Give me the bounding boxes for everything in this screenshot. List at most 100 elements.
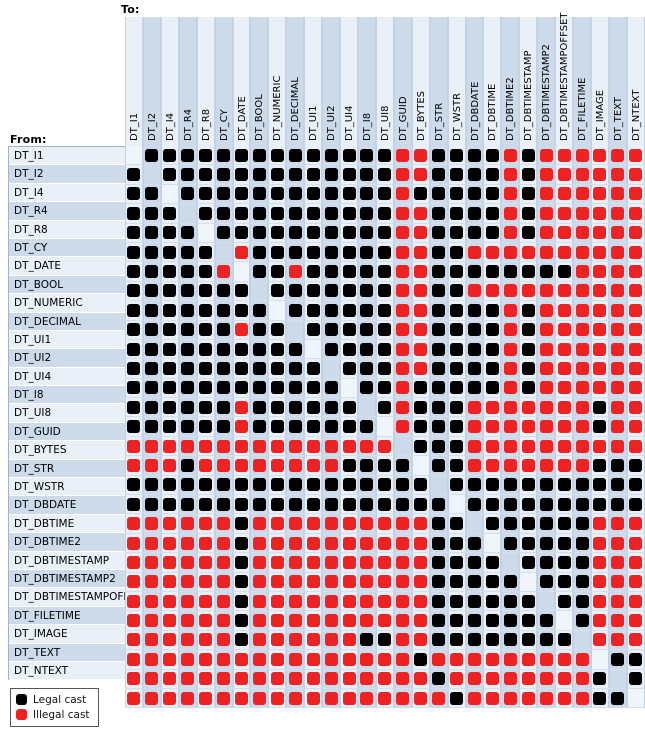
legal-cast-dot-icon (342, 265, 356, 279)
cell-dt-cy-to-dt-guid (393, 242, 412, 263)
cell-dt-filetime-to-dt-r8 (196, 630, 215, 651)
cell-dt-str-to-dt-dbtimestampoffset (555, 475, 574, 496)
cell-dt-guid-to-dt-dbtimestamp (519, 436, 538, 457)
illegal-cast-dot-icon (306, 691, 320, 705)
cell-dt-ui4-to-dt-decimal (286, 378, 305, 399)
cell-dt-dbtimestampoffset-to-dt-decimal (286, 611, 305, 631)
illegal-cast-dot-icon (575, 148, 589, 162)
matrix-row (125, 165, 645, 185)
illegal-cast-dot-icon (163, 633, 177, 647)
legal-cast-dot-icon (288, 381, 302, 395)
illegal-cast-dot-icon (467, 439, 481, 453)
cell-dt-image-to-dt-filetime (573, 650, 591, 670)
cell-dt-numeric-to-dt-decimal (286, 301, 305, 321)
cell-dt-ui1-to-dt-i1 (125, 339, 143, 360)
illegal-cast-dot-icon (503, 381, 517, 395)
cell-dt-image-to-dt-decimal (286, 650, 305, 670)
column-header-label: DT_TEXT (612, 96, 624, 141)
illegal-cast-dot-icon (503, 323, 517, 337)
legal-cast-dot-icon (234, 187, 248, 201)
legal-cast-dot-icon (163, 323, 177, 337)
cell-dt-dbtimestamp2-to-dt-r8 (196, 591, 215, 612)
cell-dt-r8-to-dt-r8 (196, 223, 215, 243)
cell-dt-filetime-to-dt-i4 (160, 630, 179, 651)
illegal-cast-dot-icon (217, 594, 231, 608)
illegal-cast-dot-icon (270, 555, 284, 569)
legal-cast-dot-icon (270, 420, 284, 434)
legal-cast-dot-icon (145, 206, 159, 220)
cell-dt-ui1-to-dt-r4 (178, 339, 197, 360)
illegal-cast-dot-icon (629, 381, 643, 395)
cell-dt-bytes-to-dt-dbtimestampoffset (555, 456, 574, 476)
cell-dt-numeric-to-dt-guid (393, 301, 412, 321)
illegal-cast-dot-icon (611, 206, 625, 220)
legal-cast-dot-icon (217, 284, 231, 298)
cell-dt-dbtimestamp2-to-dt-ui4 (340, 591, 358, 612)
illegal-cast-dot-icon (306, 633, 320, 647)
column-header-dt-numeric: DT_NUMERIC (268, 17, 287, 146)
legal-cast-dot-icon (306, 381, 320, 395)
cell-dt-ui2-to-dt-i4 (160, 359, 179, 379)
illegal-cast-dot-icon (593, 361, 607, 375)
cell-dt-wstr-to-dt-dbdate (465, 495, 484, 515)
legal-cast-dot-icon (521, 478, 535, 492)
illegal-cast-dot-icon (414, 303, 428, 317)
illegal-cast-dot-icon (127, 517, 141, 531)
illegal-cast-dot-icon (629, 303, 643, 317)
from-caption: From: (10, 133, 47, 146)
cell-dt-i4-to-dt-r8 (196, 184, 215, 205)
legal-cast-dot-icon (360, 633, 374, 647)
legal-cast-dot-icon (324, 226, 338, 240)
cell-dt-decimal-to-dt-dbtime2 (501, 320, 520, 340)
legal-cast-dot-icon (217, 323, 231, 337)
cell-dt-date-to-dt-dbtimestampoffset (555, 262, 574, 282)
cell-dt-ui2-to-dt-i1 (125, 359, 143, 379)
illegal-cast-dot-icon (629, 400, 643, 414)
legal-cast-dot-icon (342, 478, 356, 492)
cell-dt-ui2-to-dt-guid (393, 359, 412, 379)
legal-cast-dot-icon (539, 497, 553, 511)
cell-dt-ui4-to-dt-i8 (357, 378, 376, 399)
cell-dt-image-to-dt-date (232, 650, 251, 670)
cell-dt-numeric-to-dt-image (590, 301, 609, 321)
cell-dt-cy-to-dt-i8 (357, 242, 376, 263)
row-label-dt-date: DT_DATE (9, 257, 125, 276)
cell-dt-i1-to-dt-ui8 (375, 146, 394, 166)
matrix-row (125, 475, 645, 496)
cell-dt-image-to-dt-str (429, 650, 448, 670)
cell-dt-ui2-to-dt-ntext (626, 359, 645, 379)
legal-cast-dot-icon (270, 381, 284, 395)
cell-dt-r8-to-dt-ui2 (322, 223, 341, 243)
illegal-cast-dot-icon (234, 439, 248, 453)
legal-cast-dot-icon (127, 342, 141, 356)
legal-cast-dot-icon (575, 478, 589, 492)
cell-dt-guid-to-dt-cy (214, 436, 233, 457)
cell-dt-filetime-to-dt-dbtime2 (501, 630, 520, 651)
cell-dt-ntext-to-dt-i1 (125, 688, 143, 709)
legal-cast-dot-icon (485, 187, 499, 201)
illegal-cast-dot-icon (629, 439, 643, 453)
illegal-cast-dot-icon (521, 400, 535, 414)
illegal-cast-dot-icon (414, 614, 428, 628)
column-header-dt-dbtime2: DT_DBTIME2 (501, 17, 520, 146)
legal-cast-dot-icon (234, 478, 248, 492)
cell-dt-dbtime-to-dt-cy (214, 533, 233, 554)
cell-dt-dbtime-to-dt-dbtimestampoffset (555, 533, 574, 554)
illegal-cast-dot-icon (611, 303, 625, 317)
cell-dt-text-to-dt-r8 (196, 669, 215, 689)
matrix-row (125, 611, 645, 631)
cell-dt-bytes-to-dt-guid (393, 456, 412, 476)
cell-dt-bytes-to-dt-cy (214, 456, 233, 476)
illegal-cast-dot-icon (593, 168, 607, 182)
cell-dt-r8-to-dt-ntext (626, 223, 645, 243)
cell-dt-r8-to-dt-ui4 (340, 223, 358, 243)
legal-cast-dot-icon (342, 168, 356, 182)
legal-cast-dot-icon (450, 633, 464, 647)
cell-dt-guid-to-dt-guid (393, 436, 412, 457)
illegal-cast-dot-icon (181, 691, 195, 705)
legal-cast-dot-icon (450, 575, 464, 589)
cell-dt-r8-to-dt-dbtime (483, 223, 502, 243)
column-header-label: DT_UI2 (326, 105, 338, 141)
cell-dt-dbtimestamp2-to-dt-dbtimestampoffset (555, 591, 574, 612)
cell-dt-ntext-to-dt-dbdate (465, 688, 484, 709)
